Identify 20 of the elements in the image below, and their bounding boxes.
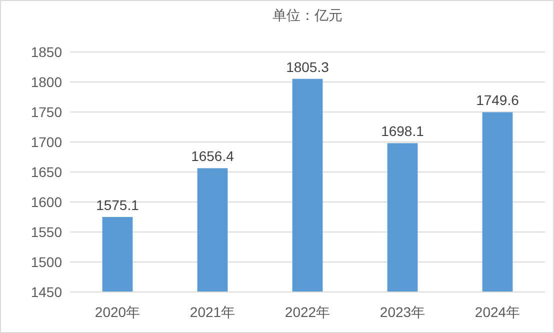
data-label: 1656.4	[191, 148, 234, 164]
x-tick-label: 2020年	[94, 304, 140, 320]
y-tick-label: 1850	[30, 44, 62, 60]
y-tick-label: 1600	[30, 194, 62, 210]
x-tick-label: 2024年	[474, 304, 520, 320]
x-tick-label: 2023年	[380, 304, 426, 320]
y-tick-label: 1500	[30, 254, 62, 270]
data-label: 1749.6	[476, 92, 520, 108]
y-tick-label: 1550	[30, 224, 62, 240]
y-tick-label: 1650	[30, 164, 62, 180]
y-tick-label: 1700	[30, 134, 62, 150]
y-tick-label: 1800	[30, 74, 62, 90]
x-tick-label: 2022年	[284, 304, 330, 320]
data-label: 1805.3	[286, 58, 330, 75]
x-tick-label: 2021年	[190, 304, 236, 320]
y-tick-label: 1750	[30, 104, 62, 120]
data-label: 1575.1	[96, 196, 140, 213]
data-label: 1698.1	[381, 123, 424, 140]
y-tick-label: 1450	[30, 284, 62, 300]
chart-title: 单位：亿元	[272, 7, 342, 23]
